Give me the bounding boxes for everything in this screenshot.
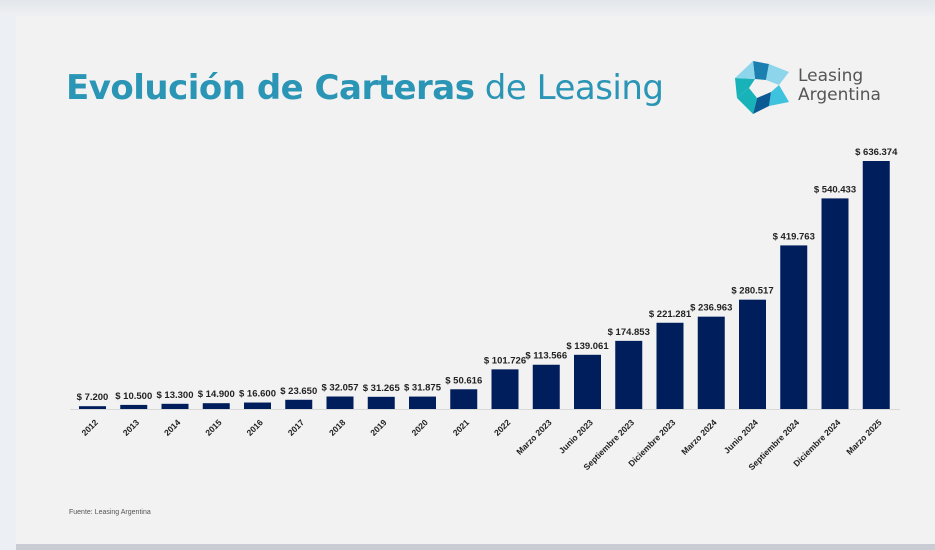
bar-junio-2024 (739, 299, 766, 409)
bar-2012 (79, 406, 106, 409)
data-label: $ 16.600 (239, 389, 276, 400)
x-tick-label: 2018 (327, 417, 348, 438)
logo-line-1: Leasing (798, 66, 864, 86)
data-label: $ 221.281 (649, 309, 692, 320)
logo-segment (735, 61, 755, 79)
bar-2019 (367, 396, 395, 409)
x-tick-label: 2014 (162, 417, 183, 438)
data-label: $ 419.763 (773, 231, 815, 242)
bottom-strip (16, 544, 935, 550)
x-tick-label: 2021 (451, 417, 472, 438)
bar-2017 (285, 399, 313, 409)
x-tick-label: 2017 (286, 417, 307, 438)
x-tick-label: 2016 (244, 417, 265, 438)
logo-segment (735, 78, 755, 98)
logo-text: Leasing Argentina (798, 67, 881, 105)
x-tick-label: Marzo 2023 (514, 417, 554, 457)
logo-segment (737, 88, 757, 114)
x-tick-label: 2020 (409, 417, 430, 438)
data-label: $ 636.374 (855, 147, 898, 158)
data-label: $ 14.900 (198, 389, 235, 400)
x-tick-label: Junio 2023 (557, 417, 595, 455)
bar-2014 (161, 403, 189, 409)
bar-2022 (491, 369, 519, 409)
bar-2015 (202, 403, 230, 409)
logo-segment (753, 61, 769, 80)
data-label: $ 139.061 (566, 341, 609, 352)
bar-2018 (326, 396, 354, 409)
bar-junio-2023 (574, 354, 601, 409)
bar-2020 (409, 396, 436, 409)
data-label: $ 31.875 (404, 383, 442, 394)
logo-segment (753, 92, 771, 114)
data-label: $ 31.265 (363, 383, 401, 394)
bar-marzo-2024 (697, 316, 725, 409)
data-label: $ 236.963 (690, 303, 732, 314)
data-label: $ 113.566 (525, 351, 567, 362)
bar-marzo-2023 (532, 364, 560, 409)
title-light: de Leasing (484, 68, 664, 108)
data-label: $ 50.616 (445, 375, 482, 386)
chart-title: Evolución de Carteras de Leasing (66, 68, 664, 108)
x-tick-label: 2013 (121, 417, 142, 438)
bar-marzo-2025 (862, 161, 890, 409)
data-label: $ 540.433 (814, 184, 856, 195)
x-tick-label: 2019 (368, 417, 389, 438)
title-bold: Evolución de Carteras (66, 68, 475, 108)
bar-septiembre-2024 (780, 245, 808, 409)
x-tick-label: 2022 (492, 417, 513, 438)
bar-diciembre-2023 (656, 322, 684, 409)
logo-segment (766, 64, 789, 85)
source-note: Fuente: Leasing Argentina (69, 509, 151, 516)
bar-septiembre-2023 (615, 340, 643, 409)
top-strip (0, 0, 935, 16)
logo-line-2: Argentina (798, 85, 881, 105)
bar-diciembre-2024 (821, 198, 849, 409)
x-tick-label: 2012 (79, 417, 100, 438)
data-label: $ 101.726 (484, 355, 526, 366)
leasing-argentina-logo: Leasing Argentina (733, 58, 893, 118)
star-logo-icon (735, 61, 789, 114)
x-tick-label: Junio 2024 (722, 417, 760, 455)
x-tick-label: Marzo 2024 (679, 417, 719, 457)
data-label: $ 32.057 (322, 383, 359, 394)
bar-2021 (450, 389, 478, 409)
data-label: $ 7.200 (77, 392, 109, 403)
data-label: $ 174.853 (608, 327, 650, 338)
x-tick-label: Marzo 2025 (844, 417, 884, 457)
bar-2013 (120, 404, 148, 409)
x-tick-label: 2015 (203, 417, 224, 438)
logo-segment (769, 85, 789, 106)
data-label: $ 13.300 (157, 390, 194, 401)
data-label: $ 280.517 (731, 286, 773, 297)
bar-2016 (244, 402, 271, 409)
data-label: $ 23.650 (280, 386, 317, 397)
data-label: $ 10.500 (115, 391, 152, 402)
